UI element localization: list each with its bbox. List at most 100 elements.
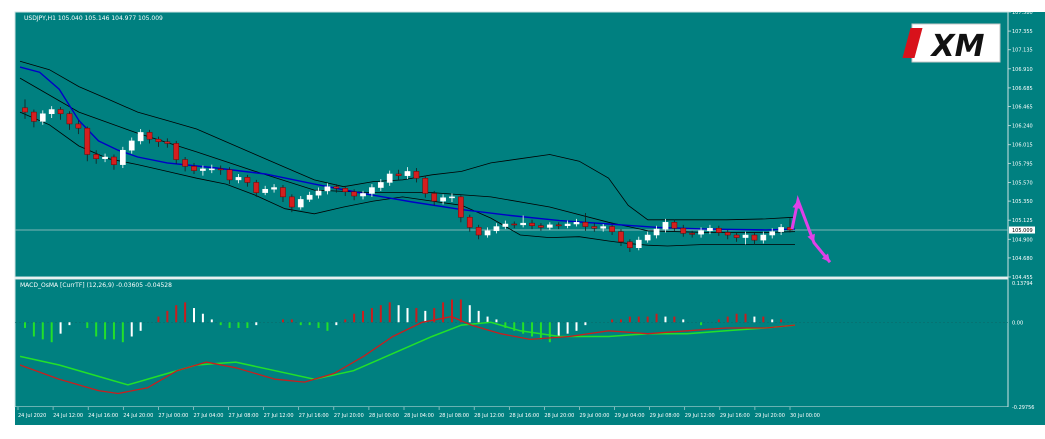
candle (22, 99, 28, 119)
candle (538, 223, 544, 231)
candle (297, 196, 304, 210)
candle-body (520, 222, 526, 226)
candle (707, 224, 713, 235)
time-tick-label: 27 Jul 16:00 (299, 413, 329, 419)
candle-body (39, 113, 46, 122)
candle-body (422, 177, 429, 194)
candle-body (484, 230, 491, 236)
candle-body (306, 194, 313, 200)
candle (600, 224, 607, 232)
candle-body (66, 113, 73, 125)
time-tick-label: 24 Jul 20:00 (123, 413, 153, 419)
candle-body (244, 177, 251, 183)
candle-body (440, 197, 446, 202)
candle (324, 183, 331, 195)
candle (93, 150, 100, 164)
candle (315, 187, 322, 199)
candle-body (760, 234, 767, 241)
candle (200, 165, 206, 176)
candle-body (742, 234, 749, 238)
candle (111, 154, 117, 170)
candle (333, 184, 340, 193)
price-tick-label: 107.135 (1012, 48, 1033, 54)
candle (449, 193, 455, 202)
candle (555, 222, 562, 230)
candle-body (119, 149, 126, 165)
candle-body (653, 228, 660, 236)
candle-body (769, 231, 776, 236)
candle (413, 168, 420, 183)
candle (609, 224, 615, 236)
candle (404, 167, 411, 180)
candle (733, 232, 740, 242)
candle (769, 228, 776, 239)
candle-body (431, 193, 438, 202)
candle (760, 231, 767, 244)
candle (280, 184, 286, 202)
candle-body (22, 107, 28, 113)
price-tick-label: 104.900 (1012, 237, 1033, 243)
macd-signal-line (19, 321, 796, 386)
candle-body (529, 222, 535, 226)
candle-body (627, 241, 633, 248)
candle-body (404, 171, 411, 176)
candle-body (84, 127, 91, 155)
forecast-arrow-head (821, 253, 830, 263)
candle-body (707, 227, 713, 232)
time-tick-label: 29 Jul 12:00 (685, 413, 715, 419)
candle-body (182, 159, 188, 167)
candle-body (208, 168, 215, 171)
candle (369, 184, 375, 197)
forecast-arrow-line (790, 194, 832, 264)
candle-body (635, 239, 642, 248)
candle-body (582, 222, 589, 227)
time-tick-label: 27 Jul 08:00 (229, 413, 259, 419)
candle-body (546, 224, 553, 228)
time-tick-label: 29 Jul 08:00 (650, 413, 680, 419)
candle-body (342, 188, 349, 193)
candle (458, 195, 464, 223)
candle (618, 229, 624, 247)
candle-body (57, 109, 64, 115)
xm-logo: XM (902, 23, 1001, 64)
candle-body (733, 234, 740, 238)
candle-body (466, 216, 473, 228)
candle (360, 190, 366, 200)
candle (724, 229, 731, 240)
candle (75, 120, 82, 135)
candle-body (751, 234, 758, 241)
candle (493, 223, 500, 234)
candle (715, 225, 722, 236)
price-tick-label: 106.465 (1012, 105, 1033, 111)
candle (591, 223, 598, 232)
time-tick-label: 27 Jul 00:00 (158, 413, 188, 419)
candle (440, 194, 446, 205)
candle-body (538, 225, 544, 228)
candle (502, 220, 509, 230)
candle (119, 146, 126, 169)
candle (671, 219, 678, 232)
price-tick-label: 105.350 (1012, 199, 1033, 205)
candle (155, 136, 162, 147)
candle (84, 126, 91, 162)
candle (689, 230, 696, 238)
candle-body (128, 140, 135, 151)
candle (662, 218, 669, 233)
moving-average-line (19, 66, 796, 231)
candle-body (200, 168, 206, 171)
price-tick-label: 106.015 (1012, 143, 1033, 149)
candle-body (360, 193, 366, 197)
candle (546, 222, 553, 230)
candle (306, 191, 313, 202)
candle-body (573, 222, 580, 225)
candle-body (591, 226, 598, 229)
candle (386, 170, 393, 186)
candle-body (351, 191, 357, 197)
time-tick-label: 24 Jul 16:00 (88, 413, 118, 419)
candle (742, 231, 749, 245)
candle-body (173, 143, 180, 160)
candle-body (662, 222, 669, 230)
candle-body (217, 168, 224, 171)
candle-body (333, 186, 340, 189)
